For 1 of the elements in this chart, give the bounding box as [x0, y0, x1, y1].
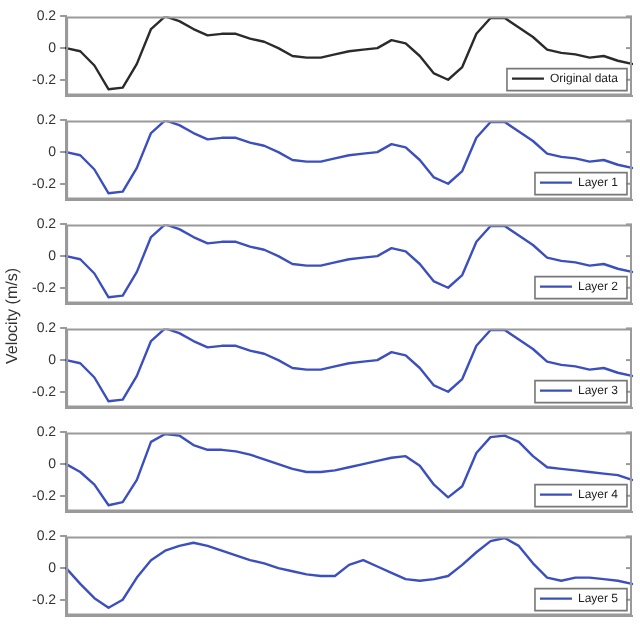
y-axis-title: Velocity (m/s): [3, 267, 21, 365]
